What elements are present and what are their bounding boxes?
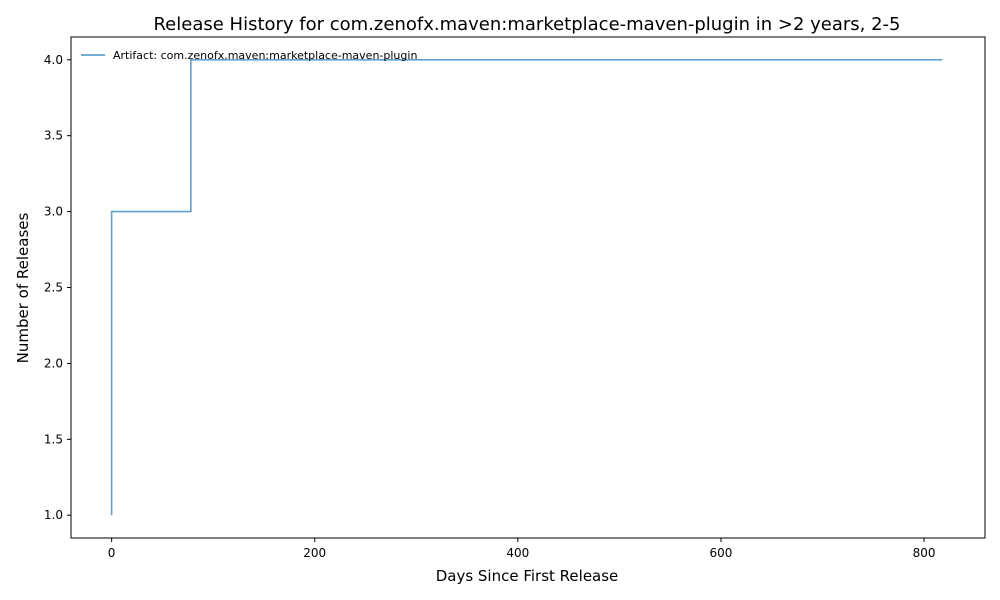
series-line bbox=[110, 58, 943, 516]
y-axis: 1.0 1.5 2.0 2.5 3.0 3.5 4.0 bbox=[44, 53, 71, 522]
y-tick-label: 2.5 bbox=[44, 281, 63, 295]
x-tick-label: 0 bbox=[108, 546, 116, 560]
legend-label: Artifact: com.zenofx.maven:marketplace-m… bbox=[113, 49, 417, 62]
y-tick-label: 3.5 bbox=[44, 129, 63, 143]
plot-area bbox=[70, 36, 986, 539]
y-tick-label: 4.0 bbox=[44, 53, 63, 67]
y-tick-label: 1.0 bbox=[44, 508, 63, 522]
x-tick-label: 800 bbox=[913, 546, 936, 560]
x-tick-label: 200 bbox=[303, 546, 326, 560]
y-tick-label: 3.0 bbox=[44, 205, 63, 219]
y-tick-label: 2.0 bbox=[44, 356, 63, 370]
x-tick-label: 600 bbox=[710, 546, 733, 560]
x-axis: 0 200 400 600 800 bbox=[108, 538, 936, 560]
y-axis-label: Number of Releases bbox=[14, 212, 32, 363]
x-axis-label: Days Since First Release bbox=[436, 567, 619, 585]
chart-title: Release History for com.zenofx.maven:mar… bbox=[153, 14, 900, 35]
x-tick-label: 400 bbox=[506, 546, 529, 560]
legend: Artifact: com.zenofx.maven:marketplace-m… bbox=[81, 49, 417, 62]
y-tick-label: 1.5 bbox=[44, 432, 63, 446]
